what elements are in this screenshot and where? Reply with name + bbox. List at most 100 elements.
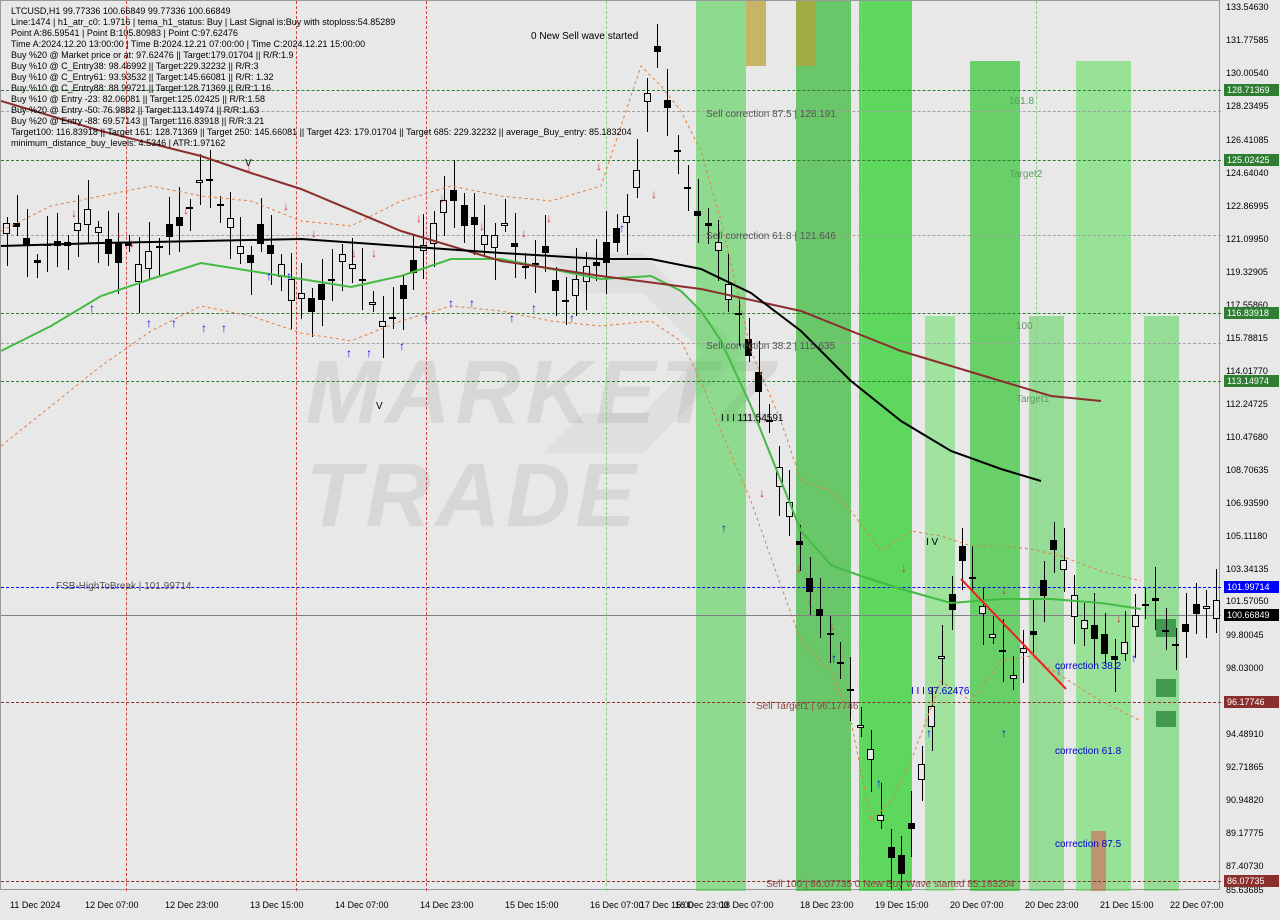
chart-annotation: V xyxy=(376,401,383,412)
up-arrow-icon: ↑ xyxy=(876,776,882,790)
up-arrow-icon: ↑ xyxy=(569,311,575,325)
y-tick-label: 103.34135 xyxy=(1226,564,1269,574)
x-tick-label: 14 Dec 07:00 xyxy=(335,900,389,910)
x-tick-label: 21 Dec 15:00 xyxy=(1100,900,1154,910)
y-tick-label: 130.00540 xyxy=(1226,68,1269,78)
chart-annotation: Target1 xyxy=(1016,394,1049,405)
info-line: Buy %10 @ Entry -23: 82.06081 || Target:… xyxy=(11,94,632,105)
chart-container: MARKETZ TRADE ↑↑↑↑↑↑↑↑↑↑↑↑↑↑↑↑↑↑↑↑↑↑↑↑↓↓… xyxy=(0,0,1280,920)
x-tick-label: 11 Dec 2024 xyxy=(10,900,60,910)
down-arrow-icon: ↓ xyxy=(807,593,813,607)
y-axis: 133.54630131.77585130.00540128.23495126.… xyxy=(1220,0,1280,890)
y-tick-label: 122.86995 xyxy=(1226,201,1269,211)
up-arrow-icon: ↑ xyxy=(366,346,372,360)
x-tick-label: 17 Dec 15:00 xyxy=(640,900,694,910)
y-tick-label: 98.03000 xyxy=(1226,663,1264,673)
y-tick-label: 89.17775 xyxy=(1226,828,1264,838)
horizontal-line xyxy=(1,615,1221,616)
y-tick-label: 94.48910 xyxy=(1226,729,1264,739)
x-tick-label: 22 Dec 07:00 xyxy=(1170,900,1224,910)
chart-annotation: Sell correction 61.8 | 121.646 xyxy=(706,231,836,242)
x-tick-label: 12 Dec 23:00 xyxy=(165,900,219,910)
up-arrow-icon: ↑ xyxy=(399,339,405,353)
y-tick-label: 121.09950 xyxy=(1226,234,1269,244)
x-tick-label: 18 Dec 23:00 xyxy=(800,900,854,910)
down-arrow-icon: ↓ xyxy=(759,486,765,500)
price-level-tag: 113.14974 xyxy=(1224,375,1279,387)
price-level-tag: 101.99714 xyxy=(1224,581,1279,593)
y-tick-label: 126.41085 xyxy=(1226,135,1269,145)
x-tick-label: 18 Dec 07:00 xyxy=(720,900,774,910)
horizontal-line xyxy=(1,381,1221,382)
horizontal-line xyxy=(1,702,1221,703)
up-arrow-icon: ↑ xyxy=(531,301,537,315)
down-arrow-icon: ↓ xyxy=(596,159,602,173)
up-arrow-icon: ↑ xyxy=(831,651,837,665)
chart-annotation: Sell 100 | 86.07735 0 New Buy Wave start… xyxy=(766,879,1015,890)
down-arrow-icon: ↓ xyxy=(183,203,189,217)
info-line: Time A:2024.12.20 13:00:00 | Time B:2024… xyxy=(11,39,632,50)
down-arrow-icon: ↓ xyxy=(901,561,907,575)
down-arrow-icon: ↓ xyxy=(416,211,422,225)
chart-annotation: Sell Target1 | 96.17746 xyxy=(756,701,859,712)
up-arrow-icon: ↑ xyxy=(266,269,272,283)
chart-annotation: correction 87.5 xyxy=(1055,839,1121,850)
x-tick-label: 13 Dec 15:00 xyxy=(250,900,304,910)
horizontal-line xyxy=(1,160,1221,161)
price-level-tag: 128.71369 xyxy=(1224,84,1279,96)
chart-zone xyxy=(1076,61,1131,891)
price-level-tag: 100.66849 xyxy=(1224,609,1279,621)
up-arrow-icon: ↑ xyxy=(89,301,95,315)
y-tick-label: 99.80045 xyxy=(1226,630,1264,640)
down-arrow-icon: ↓ xyxy=(546,211,552,225)
x-axis: 11 Dec 2024 12 Dec 07:00 12 Dec 23:00 13 De… xyxy=(0,890,1220,920)
chart-plot-area[interactable]: MARKETZ TRADE ↑↑↑↑↑↑↑↑↑↑↑↑↑↑↑↑↑↑↑↑↑↑↑↑↓↓… xyxy=(0,0,1220,890)
y-tick-label: 131.77585 xyxy=(1226,35,1269,45)
up-arrow-icon: ↑ xyxy=(221,321,227,335)
up-arrow-icon: ↑ xyxy=(201,321,207,335)
info-line: Buy %20 @ Entry -50: 76.9882 || Target:1… xyxy=(11,105,632,116)
x-tick-label: 20 Dec 07:00 xyxy=(950,900,1004,910)
down-arrow-icon: ↓ xyxy=(651,187,657,201)
down-arrow-icon: ↓ xyxy=(129,236,135,250)
y-tick-label: 124.64040 xyxy=(1226,168,1269,178)
up-arrow-icon: ↑ xyxy=(721,521,727,535)
horizontal-line xyxy=(1,881,1221,882)
y-tick-label: 90.94820 xyxy=(1226,795,1264,805)
x-tick-label: 16 Dec 07:00 xyxy=(590,900,644,910)
vertical-line xyxy=(1036,1,1037,891)
down-arrow-icon: ↓ xyxy=(829,619,835,633)
info-line: Point A:86.59541 | Point B:105.80983 | P… xyxy=(11,28,632,39)
info-block: LTCUSD,H1 99.77336 100.66849 99.77336 10… xyxy=(11,6,632,149)
y-tick-label: 105.11180 xyxy=(1226,531,1267,541)
down-arrow-icon: ↓ xyxy=(1116,611,1122,625)
up-arrow-icon: ↑ xyxy=(448,296,454,310)
up-arrow-icon: ↑ xyxy=(171,316,177,330)
down-arrow-icon: ↓ xyxy=(521,226,527,240)
chart-annotation: correction 38.2 xyxy=(1055,661,1121,672)
horizontal-line xyxy=(1,235,1221,236)
chart-annotation: I I I 97.62476 xyxy=(911,686,969,697)
info-line: minimum_distance_buy_levels: 4.5346 | AT… xyxy=(11,138,632,149)
up-arrow-icon: ↑ xyxy=(1001,726,1007,740)
chart-annotation: I V xyxy=(926,537,938,548)
x-tick-label: 12 Dec 07:00 xyxy=(85,900,139,910)
down-arrow-icon: ↓ xyxy=(71,206,77,220)
up-arrow-icon: ↑ xyxy=(1131,651,1137,665)
horizontal-line xyxy=(1,313,1221,314)
y-tick-label: 108.70635 xyxy=(1226,465,1269,475)
chart-annotation: FSB-HighToBreak | 101.99714 xyxy=(56,581,191,592)
up-arrow-icon: ↑ xyxy=(619,221,625,235)
y-tick-label: 92.71865 xyxy=(1226,762,1264,772)
price-level-tag: 125.02425 xyxy=(1224,154,1279,166)
price-level-tag: 116.83918 xyxy=(1224,307,1279,319)
down-arrow-icon: ↓ xyxy=(371,246,377,260)
chart-zone xyxy=(1156,679,1176,697)
y-tick-label: 119.32905 xyxy=(1226,267,1268,277)
up-arrow-icon: ↑ xyxy=(286,269,292,283)
chart-annotation: 161.8 xyxy=(1009,96,1034,107)
x-tick-label: 19 Dec 15:00 xyxy=(875,900,929,910)
chart-annotation: I I I 111.54591 xyxy=(721,413,783,424)
y-tick-label: 101.57050 xyxy=(1226,596,1269,606)
up-arrow-icon: ↑ xyxy=(926,726,932,740)
